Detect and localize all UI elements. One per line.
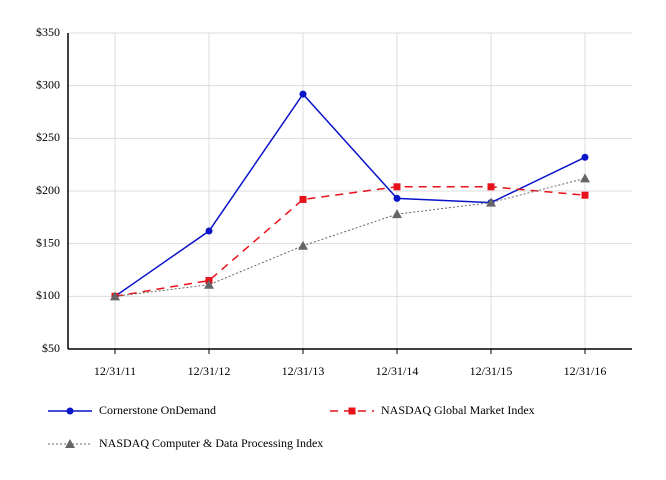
point [393, 194, 401, 202]
x-tick-label: 12/31/11 [94, 364, 136, 378]
legend-marker [65, 439, 75, 448]
point [581, 153, 589, 161]
point [299, 90, 307, 98]
y-tick-label: $350 [36, 25, 60, 39]
legend-label: NASDAQ Global Market Index [381, 403, 535, 417]
point [299, 195, 307, 203]
y-tick-label: $100 [36, 288, 60, 302]
point [205, 227, 213, 235]
y-tick-label: $250 [36, 130, 60, 144]
y-tick-label: $50 [42, 341, 60, 355]
x-tick-label: 12/31/12 [188, 364, 231, 378]
series-line [114, 177, 586, 297]
series-line [114, 186, 586, 298]
point [110, 291, 120, 301]
point [580, 173, 590, 183]
point [581, 191, 589, 199]
legend-marker [66, 407, 74, 415]
point [487, 183, 495, 191]
point [204, 279, 214, 289]
point [298, 240, 308, 250]
y-tick-label: $200 [36, 183, 60, 197]
legend-marker [348, 407, 356, 415]
legend-label: NASDAQ Computer & Data Processing Index [99, 436, 323, 450]
point [393, 183, 401, 191]
point [486, 197, 496, 207]
x-tick-label: 12/31/16 [564, 364, 607, 378]
x-tick-label: 12/31/14 [376, 364, 419, 378]
y-tick-label: $300 [36, 77, 60, 91]
legend-label: Cornerstone OnDemand [99, 403, 216, 417]
x-tick-label: 12/31/13 [282, 364, 325, 378]
series-line [114, 92, 586, 297]
point [392, 209, 402, 219]
x-tick-label: 12/31/15 [470, 364, 513, 378]
y-tick-label: $150 [36, 235, 60, 249]
